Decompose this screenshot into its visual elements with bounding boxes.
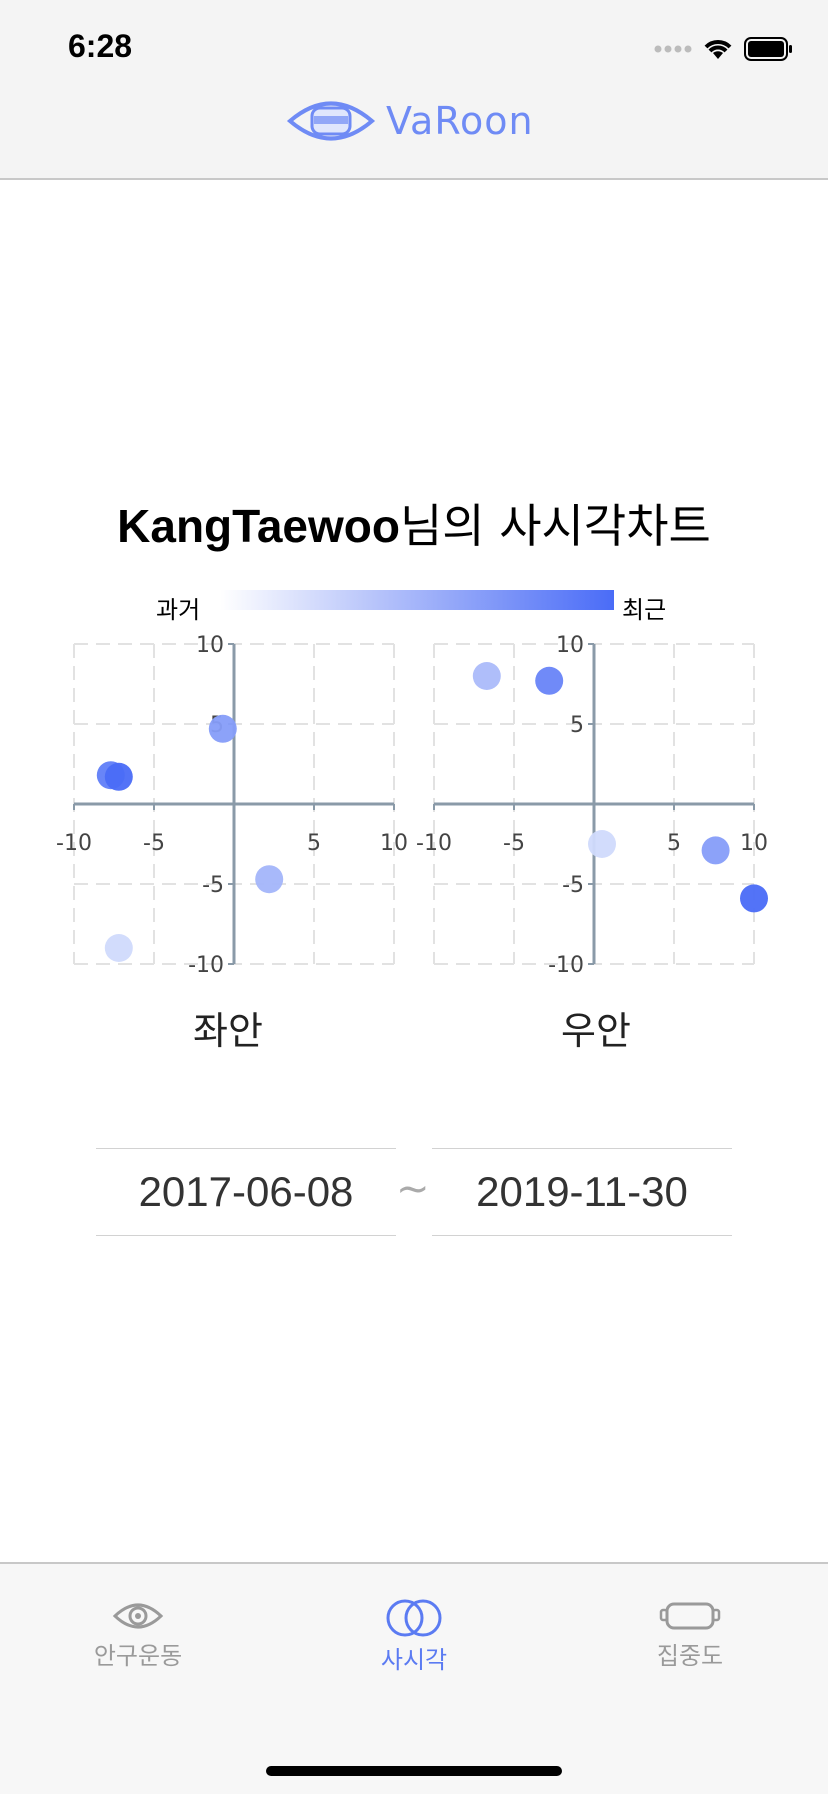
data-point (701, 836, 730, 865)
y-tick-label: -10 (548, 953, 584, 978)
status-time: 6:28 (68, 28, 133, 64)
tab-strabismus-angle[interactable]: 사시각 (334, 1598, 494, 1675)
data-point (104, 934, 133, 962)
x-tick-label: 5 (307, 831, 321, 856)
wifi-icon (704, 40, 732, 59)
x-tick-label: -5 (503, 831, 525, 856)
data-point (255, 865, 284, 894)
y-tick-label: -10 (188, 953, 224, 978)
status-bar: 6:28 (0, 0, 828, 88)
status-icons (654, 36, 794, 62)
battery-icon (744, 37, 792, 61)
home-indicator (266, 1766, 562, 1776)
data-point (740, 884, 768, 913)
tab-concentration[interactable]: 집중도 (610, 1598, 770, 1671)
y-tick-label: -5 (562, 873, 584, 898)
tab-eye-exercise[interactable]: 안구운동 (58, 1598, 218, 1671)
date-from-field[interactable]: 2017-06-08 (96, 1148, 396, 1236)
overlapping-circles-icon (386, 1599, 442, 1637)
tab-label: 안구운동 (93, 1642, 183, 1670)
date-to-field[interactable]: 2019-11-30 (432, 1148, 732, 1236)
signal-icon (654, 45, 692, 53)
navigation-bar (0, 88, 828, 180)
x-tick-label: -5 (143, 831, 165, 856)
tab-bar: 안구운동 사시각 집중도 (0, 1562, 828, 1794)
y-tick-label: 10 (556, 633, 584, 658)
page-title: KangTaewoo님의 사시각차트 (0, 490, 828, 556)
legend-recent-label: 최근 (622, 596, 667, 624)
vr-headset-icon (659, 1602, 721, 1630)
left-eye-label: 좌안 (193, 1009, 263, 1053)
y-tick-label: -5 (202, 873, 224, 898)
app-logo: VaRoon (286, 94, 546, 148)
tab-label: 집중도 (656, 1642, 724, 1670)
date-separator: ~ (396, 1166, 430, 1212)
x-tick-label: 10 (740, 831, 768, 856)
x-tick-label: -10 (416, 831, 452, 856)
legend-past-label: 과거 (156, 596, 201, 624)
eye-icon (112, 1603, 164, 1629)
data-point (208, 714, 237, 743)
logo-text: VaRoon (386, 99, 534, 143)
data-point (588, 830, 616, 858)
title-suffix: 님의 사시각차트 (399, 499, 711, 553)
data-point (104, 762, 133, 791)
x-tick-label: -10 (56, 831, 92, 856)
data-point (472, 662, 501, 690)
y-tick-label: 10 (196, 633, 224, 658)
data-point (535, 666, 564, 695)
right-eye-label: 우안 (561, 1009, 631, 1053)
user-name: KangTaewoo (117, 500, 400, 552)
x-tick-label: 10 (380, 831, 408, 856)
tab-label: 사시각 (380, 1646, 448, 1674)
y-tick-label: 5 (570, 713, 584, 738)
legend-gradient-bar (220, 590, 614, 610)
eye-logo-icon (286, 101, 376, 141)
x-tick-label: 5 (667, 831, 681, 856)
